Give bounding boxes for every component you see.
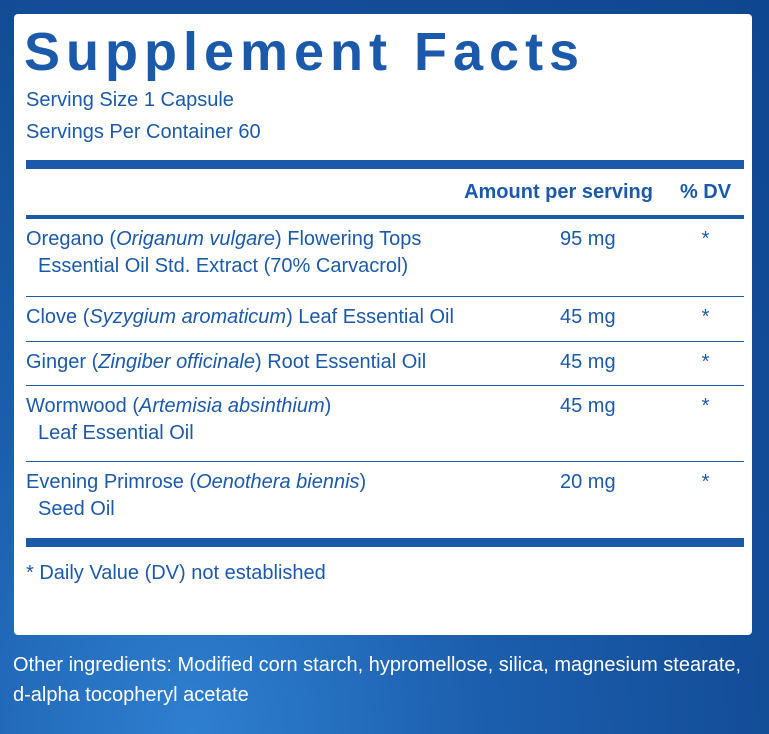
ingredient-amount: 45 mg <box>560 351 616 373</box>
supplement-facts-panel: Supplement Facts Serving Size 1 Capsule … <box>14 14 752 635</box>
divider-thick <box>26 160 744 169</box>
servings-per-container: Servings Per Container 60 <box>26 121 261 143</box>
divider-medium <box>26 215 744 219</box>
ingredient-name: Evening Primrose (Oenothera biennis) See… <box>26 462 560 538</box>
divider-thick-bottom <box>26 538 744 547</box>
table-row: Wormwood (Artemisia absinthium) Leaf Ess… <box>26 385 744 461</box>
ingredient-name: Wormwood (Artemisia absinthium) Leaf Ess… <box>26 386 560 461</box>
table-header: Amount per serving % DV <box>26 169 744 215</box>
ingredient-amount: 20 mg <box>560 471 616 493</box>
ingredient-amount: 45 mg <box>560 306 616 328</box>
table-row: Evening Primrose (Oenothera biennis) See… <box>26 461 744 538</box>
dv-header: % DV <box>679 180 732 203</box>
ingredient-amount: 95 mg <box>560 228 616 250</box>
table-row: Clove (Syzygium aromaticum) Leaf Essenti… <box>26 296 744 341</box>
ingredient-name: Oregano (Origanum vulgare) Flowering Top… <box>26 219 560 296</box>
panel-title: Supplement Facts <box>24 22 586 82</box>
table-row: Oregano (Origanum vulgare) Flowering Top… <box>26 219 744 296</box>
daily-value-footnote: * Daily Value (DV) not established <box>26 562 326 584</box>
amount-per-serving-header: Amount per serving <box>464 180 653 203</box>
ingredient-amount: 45 mg <box>560 395 616 417</box>
ingredient-dv: * <box>701 471 710 493</box>
ingredient-dv: * <box>701 351 710 373</box>
ingredient-name: Ginger (Zingiber officinale) Root Essent… <box>26 351 427 373</box>
ingredient-name: Clove (Syzygium aromaticum) Leaf Essenti… <box>26 306 454 328</box>
table-row: Ginger (Zingiber officinale) Root Essent… <box>26 341 744 385</box>
ingredient-dv: * <box>701 228 710 250</box>
ingredient-dv: * <box>701 306 710 328</box>
other-ingredients: Other ingredients: Modified corn starch,… <box>13 654 742 706</box>
ingredient-name-line2: Seed Oil <box>38 498 115 520</box>
ingredient-dv: * <box>701 395 710 417</box>
serving-size: Serving Size 1 Capsule <box>26 89 234 111</box>
ingredient-name-line2: Leaf Essential Oil <box>38 422 194 444</box>
ingredient-name-line2: Essential Oil Std. Extract (70% Carvacro… <box>38 255 409 277</box>
